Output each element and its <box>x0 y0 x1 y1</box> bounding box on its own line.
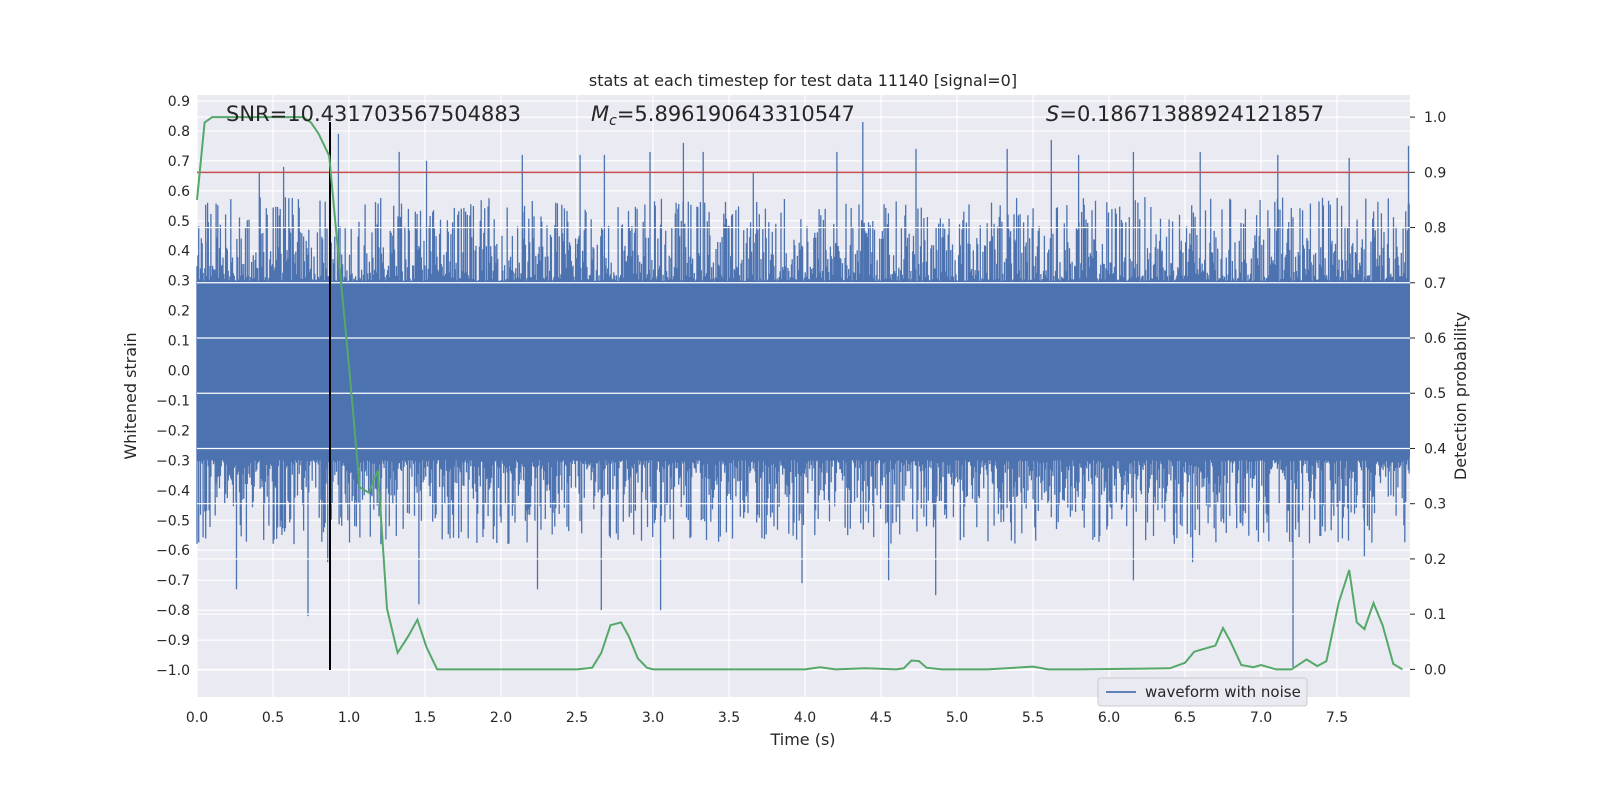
y-tick-label-right: 1.0 <box>1424 110 1446 126</box>
legend: waveform with noise <box>1097 677 1308 707</box>
y-tick-label-left: −0.7 <box>156 573 190 589</box>
x-tick-label: 5.5 <box>1022 710 1044 726</box>
y-tick-label-left: 0.9 <box>168 94 190 110</box>
x-tick-label: 2.0 <box>490 710 512 726</box>
s-annotation: S=0.18671388924121857 <box>1046 102 1324 126</box>
y-tick-label-left: 0.8 <box>168 124 190 140</box>
y-tick-label-right: 0.9 <box>1424 165 1446 181</box>
y-tick-label-left: 0.6 <box>168 184 190 200</box>
y-tick-label-right: 0.3 <box>1424 497 1446 513</box>
x-tick-label: 7.0 <box>1250 710 1272 726</box>
x-tick-label: 1.5 <box>414 710 436 726</box>
x-tick-label: 2.5 <box>566 710 588 726</box>
mc-annotation: Mc=5.896190643310547 <box>591 102 855 129</box>
x-axis-title: Time (s) <box>769 730 835 749</box>
y-tick-label-left: −1.0 <box>156 663 190 679</box>
y-tick-label-left: 0.5 <box>168 214 190 230</box>
y-tick-label-left: −0.3 <box>156 453 190 469</box>
y-tick-label-left: −0.8 <box>156 603 190 619</box>
y-tick-label-left: −0.1 <box>156 393 190 409</box>
y-tick-label-right: 0.7 <box>1424 276 1446 292</box>
x-tick-label: 7.5 <box>1326 710 1348 726</box>
x-tick-label: 3.0 <box>642 710 664 726</box>
y-tick-label-left: −0.9 <box>156 633 190 649</box>
x-tick-label: 4.0 <box>794 710 816 726</box>
s-symbol: S <box>1046 102 1059 126</box>
x-tick-label: 1.0 <box>338 710 360 726</box>
y-tick-label-right: 0.8 <box>1424 221 1446 237</box>
mc-symbol: M <box>591 102 609 126</box>
legend-box <box>1097 677 1308 707</box>
chart-title: stats at each timestep for test data 111… <box>589 71 1017 90</box>
y-tick-label-left: 0.4 <box>168 244 190 260</box>
overlay <box>196 116 1410 671</box>
waveform-line <box>196 122 1410 667</box>
x-tick-label: 5.0 <box>946 710 968 726</box>
mc-subscript: c <box>609 113 617 129</box>
waveform-series <box>196 122 1410 667</box>
y-tick-label-right: 0.1 <box>1424 607 1446 623</box>
y-tick-label-left: 0.2 <box>168 304 190 320</box>
y-tick-label-left: −0.6 <box>156 543 190 559</box>
mc-value: =5.896190643310547 <box>617 102 855 126</box>
y-tick-label-left: −0.5 <box>156 513 190 529</box>
y-tick-label-right: 0.0 <box>1424 662 1446 678</box>
s-value: =0.18671388924121857 <box>1059 102 1324 126</box>
y-tick-label-right: 0.2 <box>1424 552 1446 568</box>
detection-probability-line <box>196 116 1403 671</box>
y-tick-label-left: −0.4 <box>156 483 190 499</box>
ticks: 0.0 0.5 1.0 1.5 2.0 2.5 3.0 3.5 4.0 4.5 5.0 5.5 6.0 6… <box>156 94 1446 726</box>
y-tick-label-left: 0.7 <box>168 154 190 170</box>
y-tick-label-right: 0.5 <box>1424 386 1446 402</box>
x-tick-label: 3.5 <box>718 710 740 726</box>
x-tick-label: 0.0 <box>186 710 208 726</box>
legend-label: waveform with noise <box>1145 683 1301 701</box>
x-tick-label: 6.0 <box>1098 710 1120 726</box>
x-tick-label: 0.5 <box>262 710 284 726</box>
y-axis-title-left: Whitened strain <box>121 332 140 459</box>
y-tick-label-right: 0.4 <box>1424 441 1446 457</box>
x-tick-label: 6.5 <box>1174 710 1196 726</box>
y-tick-label-left: 0.1 <box>168 334 190 350</box>
x-tick-label: 4.5 <box>870 710 892 726</box>
snr-annotation: SNR=10.431703567504883 <box>226 102 521 126</box>
y-tick-label-left: −0.2 <box>156 423 190 439</box>
y-tick-label-right: 0.6 <box>1424 331 1446 347</box>
y-tick-label-left: 0.3 <box>168 274 190 290</box>
y-tick-label-left: 0.0 <box>168 364 190 380</box>
y-axis-title-right: Detection probability <box>1451 312 1470 480</box>
